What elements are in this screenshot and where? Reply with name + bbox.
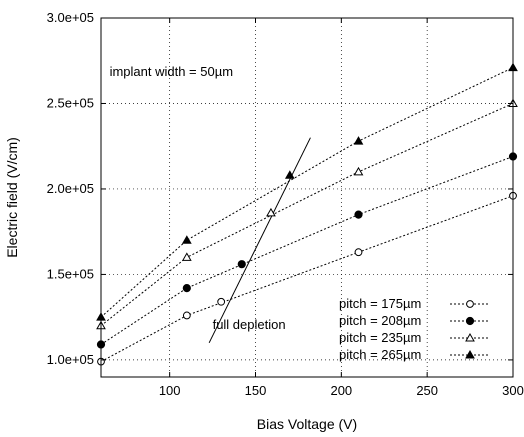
data-point-3-2 bbox=[353, 136, 364, 145]
depletion-layer bbox=[208, 137, 311, 344]
grid bbox=[101, 18, 513, 377]
legend-label-3: pitch = 265µm bbox=[339, 347, 421, 362]
series-line-1 bbox=[100, 156, 514, 345]
x-tick-label: 150 bbox=[245, 383, 267, 398]
data-point-0-1 bbox=[182, 311, 191, 320]
annotation-1: full depletion bbox=[213, 317, 286, 332]
depletion-point-1 bbox=[237, 260, 246, 269]
legend-label-1: pitch = 208µm bbox=[339, 313, 421, 328]
data-point-1-2 bbox=[354, 210, 363, 219]
data-point-2-1 bbox=[181, 252, 192, 261]
depletion-point-0 bbox=[217, 297, 226, 306]
data-point-1-1 bbox=[182, 284, 191, 293]
x-tick-label: 300 bbox=[502, 383, 524, 398]
legend-marker-3 bbox=[465, 349, 475, 359]
axes: 100 150 200 250 300 1.0e+05 1.5e+05 2.0e+05 2.5e… bbox=[4, 10, 524, 432]
legend-marker-0 bbox=[466, 300, 474, 308]
series-line-3 bbox=[100, 67, 514, 318]
series-line-2 bbox=[100, 103, 514, 327]
legend-label-2: pitch = 235µm bbox=[339, 330, 421, 345]
x-tick-label: 250 bbox=[416, 383, 438, 398]
data-point-0-2 bbox=[354, 248, 363, 257]
x-axis-label: Bias Voltage (V) bbox=[257, 416, 357, 432]
y-tick-label: 1.0e+05 bbox=[47, 352, 94, 367]
x-tick-label: 100 bbox=[159, 383, 181, 398]
annotations: implant width = 50µm full depletion bbox=[110, 64, 286, 332]
legend-label-0: pitch = 175µm bbox=[339, 296, 421, 311]
depletion-line bbox=[208, 137, 311, 344]
series-layer bbox=[96, 62, 518, 366]
y-axis-label: Electric field (V/cm) bbox=[4, 137, 20, 258]
depletion-point-3 bbox=[284, 170, 295, 179]
data-point-3-1 bbox=[181, 235, 192, 244]
legend-marker-1 bbox=[465, 316, 475, 326]
y-tick-label: 2.0e+05 bbox=[47, 181, 94, 196]
series-line-0 bbox=[100, 195, 514, 363]
y-tick-label: 1.5e+05 bbox=[47, 266, 94, 281]
legend: pitch = 175µm pitch = 208µm pitch = 235µm p… bbox=[339, 296, 490, 362]
x-tick-label: 200 bbox=[330, 383, 352, 398]
y-tick-label: 3.0e+05 bbox=[47, 10, 94, 25]
depletion-point-2 bbox=[266, 207, 276, 217]
annotation-0: implant width = 50µm bbox=[110, 64, 233, 79]
plot-frame bbox=[100, 17, 514, 378]
y-tick-label: 2.5e+05 bbox=[47, 95, 94, 110]
data-point-2-2 bbox=[353, 166, 364, 176]
legend-marker-2 bbox=[465, 332, 475, 342]
